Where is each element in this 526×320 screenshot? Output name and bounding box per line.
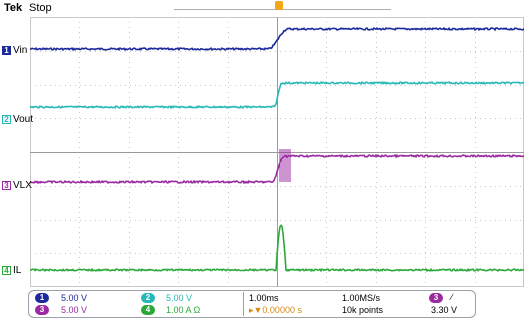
record-view-bar [174, 9, 391, 10]
waveform-traces [30, 26, 524, 273]
trigger-slope-icon: ∕ [451, 292, 453, 302]
record-length-readout: 10k points [342, 305, 384, 315]
graticule [30, 17, 524, 287]
channel-4-label: IL [13, 265, 22, 276]
timebase-readout[interactable]: 1.00ms [249, 293, 279, 303]
ch4-scale-badge[interactable]: 4 [141, 305, 155, 315]
trigger-offset-readout[interactable]: ▸▼0.00000 s [249, 305, 302, 315]
ch2-scale: 5.00 V [166, 293, 193, 303]
trace-il [30, 224, 524, 273]
channel-1-marker[interactable]: 1 Vin [2, 45, 27, 56]
sample-rate-readout: 1.00MS/s [342, 293, 381, 303]
trace-vout [30, 80, 524, 110]
ch4-scale-value: 1.00 A [166, 305, 192, 315]
channel-2-marker[interactable]: 2 Vout [2, 114, 33, 125]
bottom-readout-bar: 1 5.00 V 3 5.00 V 2 5.00 V 4 1.00 A Ω 1.… [28, 290, 476, 318]
ch4-scale: 1.00 A Ω [166, 305, 200, 315]
separator [243, 292, 244, 316]
waveform-grid [30, 17, 524, 287]
channel-4-marker[interactable]: 4 IL [2, 265, 21, 276]
channel-1-badge: 1 [2, 46, 11, 55]
ch3-scale-badge[interactable]: 3 [35, 305, 49, 315]
acquisition-state: Stop [29, 2, 52, 14]
ch3-scale: 5.00 V [61, 305, 88, 315]
channel-2-badge: 2 [2, 115, 11, 124]
channel-2-label: Vout [13, 114, 34, 125]
top-status-bar: Tek Stop [0, 0, 526, 16]
trace-vlx [30, 153, 524, 185]
ch1-scale-badge[interactable]: 1 [35, 293, 49, 303]
brand-label: Tek [4, 2, 23, 14]
channel-1-label: Vin [13, 45, 28, 56]
trigger-position-icon[interactable] [275, 1, 283, 10]
ch2-scale-badge[interactable]: 2 [141, 293, 155, 303]
trigger-source-badge[interactable]: 3 [429, 293, 443, 303]
trigger-level-readout[interactable]: 3.30 V [431, 305, 458, 315]
channel-3-marker[interactable]: 3 VLX [2, 180, 32, 191]
ch4-coupling: Ω [193, 305, 201, 315]
channel-3-badge: 3 [2, 181, 11, 190]
channel-3-label: VLX [13, 180, 32, 191]
channel-4-badge: 4 [2, 266, 11, 275]
ch1-scale: 5.00 V [61, 293, 88, 303]
trace-vin [30, 26, 524, 52]
